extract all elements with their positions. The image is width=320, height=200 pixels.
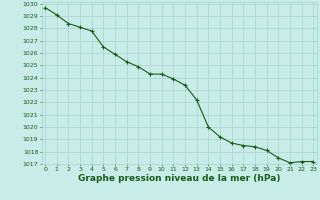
X-axis label: Graphe pression niveau de la mer (hPa): Graphe pression niveau de la mer (hPa) (78, 174, 280, 183)
